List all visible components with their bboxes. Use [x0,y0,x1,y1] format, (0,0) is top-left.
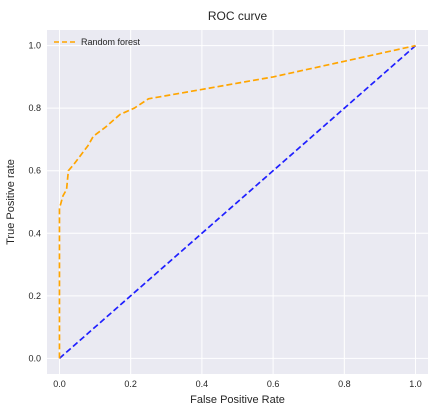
x-tick-label-2: 0.4 [196,379,209,389]
x-tick-label-0: 0.0 [53,379,66,389]
x-tick-label-3: 0.6 [267,379,280,389]
series-line-random-forest [58,44,416,359]
x-axis-label: False Positive Rate [190,394,285,406]
y-tick-label-5: 1.0 [28,41,41,51]
series-layer [58,44,417,359]
y-tick-label-0: 0.0 [28,353,41,363]
y-tick-label-2: 0.4 [28,228,41,238]
tick-labels: 0.0 0.2 0.4 0.6 0.8 1.0 0.0 0.2 0.4 0.6 0.8 1.0 [28,41,421,389]
legend-label-random-forest: Random forest [81,37,141,47]
series-line-diagonal [58,45,417,359]
legend: Random forest [54,37,141,47]
x-tick-label-1: 0.2 [124,379,137,389]
y-tick-label-3: 0.6 [28,166,41,176]
x-tick-label-4: 0.8 [338,379,351,389]
grid-lines [47,30,428,374]
y-axis-label: True Positive rate [5,159,17,245]
x-tick-label-5: 1.0 [409,379,422,389]
chart-title: ROC curve [208,9,268,23]
y-tick-label-4: 0.8 [28,103,41,113]
y-tick-label-1: 0.2 [28,291,41,301]
